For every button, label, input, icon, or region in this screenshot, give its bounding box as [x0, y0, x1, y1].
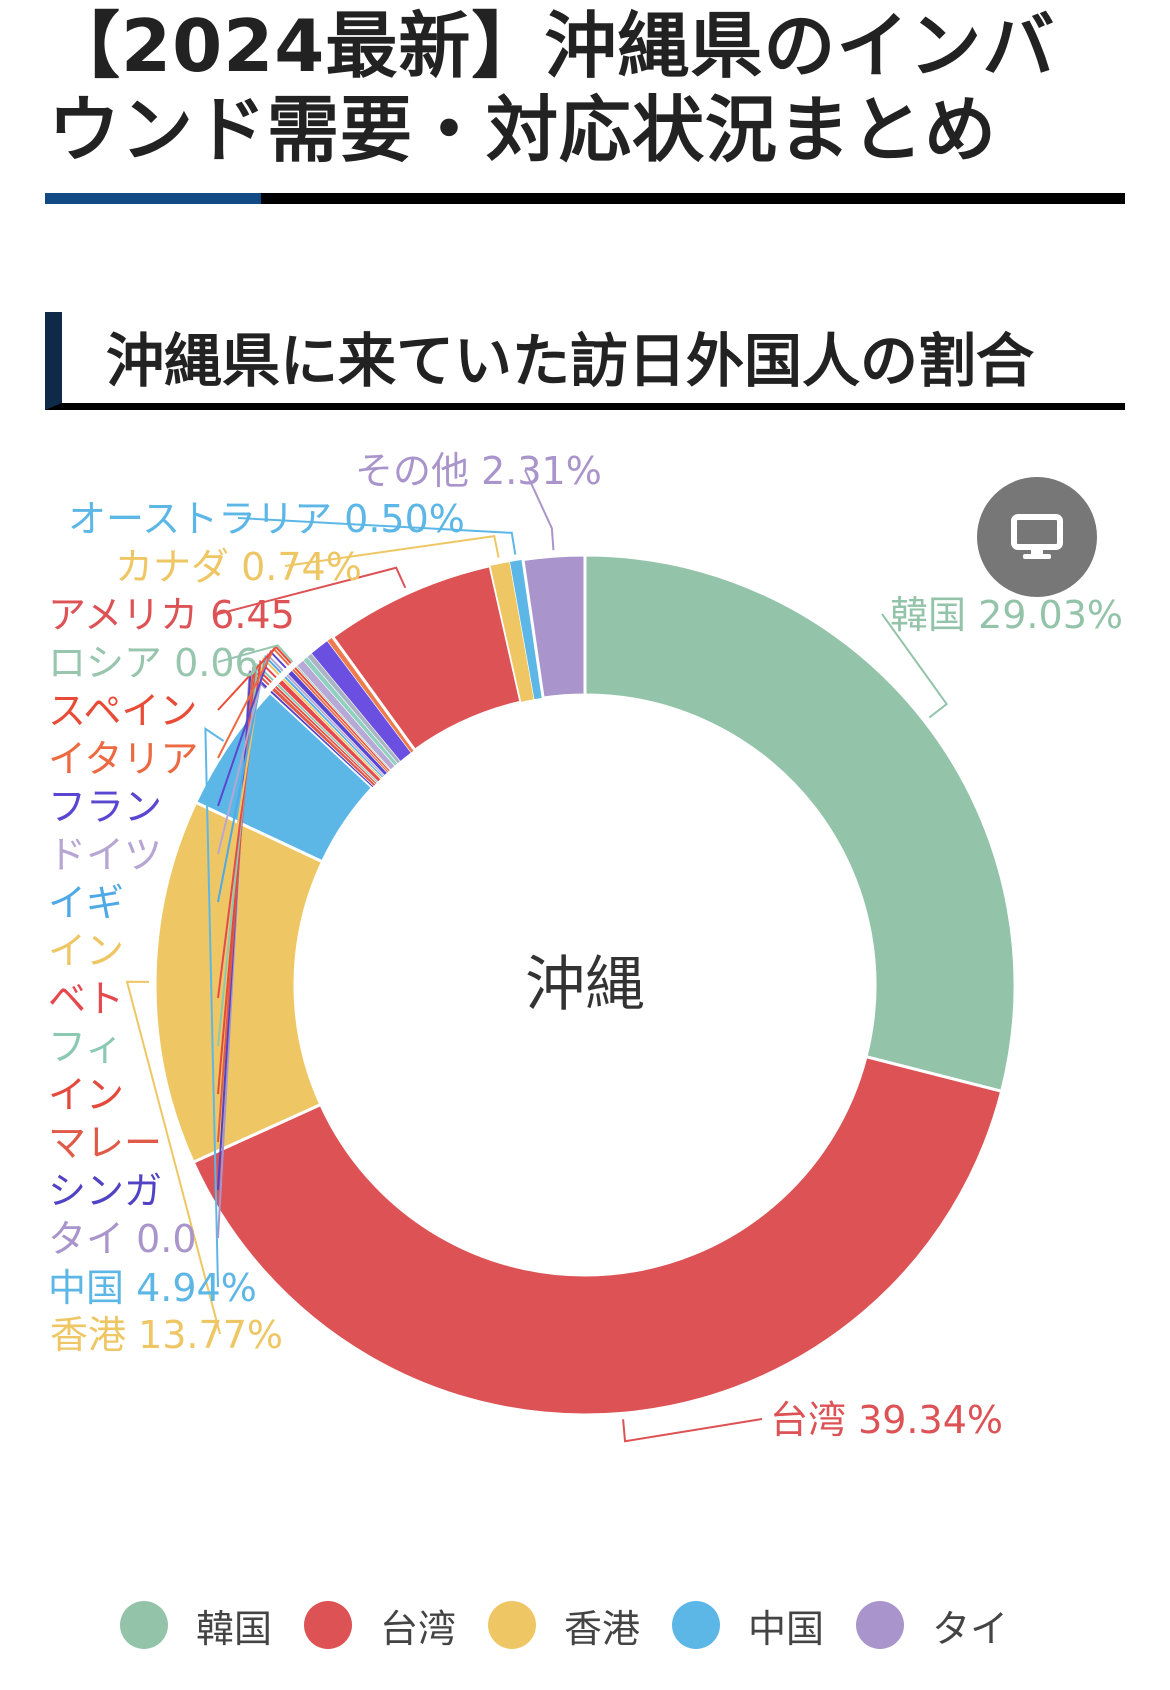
legend-item[interactable]: 香港: [488, 1598, 640, 1653]
leader-line: [284, 534, 500, 567]
legend-swatch: [672, 1601, 721, 1649]
leader-line: [125, 980, 221, 1335]
donut-slice[interactable]: [583, 553, 1017, 1094]
donut-slices: [153, 553, 1017, 1417]
donut-slice[interactable]: [191, 1054, 1004, 1417]
legend-swatch: [304, 1601, 353, 1649]
slice-label: ロシア 0.06: [48, 641, 259, 685]
slice-label: ベト: [48, 977, 124, 1021]
slice-label: スペイン: [48, 689, 197, 733]
leader-line: [217, 645, 292, 711]
chart-legend: 韓国 台湾 香港 中国 タイ: [120, 1595, 1040, 1655]
donut-slice[interactable]: [521, 553, 587, 700]
slice-label: イン: [48, 929, 124, 973]
leader-line: [217, 659, 277, 999]
legend-label: 中国: [748, 1606, 825, 1651]
slice-label: 中国 4.94%: [48, 1266, 257, 1310]
legend-swatch: [856, 1601, 905, 1649]
title-underline: [45, 193, 1125, 204]
leader-line: [204, 726, 225, 1288]
legend-label: 香港: [564, 1606, 641, 1651]
leader-line: [217, 654, 282, 903]
legend-label: タイ: [932, 1606, 1009, 1651]
slice-label: イタリア: [48, 737, 198, 781]
legend-label: 台湾: [380, 1606, 457, 1651]
legend-label: 韓国: [196, 1606, 273, 1651]
slice-labels: 韓国 29.03% 台湾 39.34% 香港 13.77%中国 4.94% タイ 0.…: [48, 449, 1123, 1443]
legend-item[interactable]: 台湾: [304, 1598, 456, 1653]
section-heading: 沖縄県に来ていた訪日外国人の割合: [45, 312, 1125, 410]
leader-line: [217, 566, 407, 615]
leader-line: [237, 517, 517, 555]
slice-label: アメリカ 6.45: [48, 593, 295, 637]
display-mode-button[interactable]: [977, 477, 1097, 597]
leader-line: [524, 469, 555, 551]
slice-label: イギ: [48, 881, 124, 925]
slice-label: 台湾 39.34%: [770, 1398, 1003, 1442]
slice-label: ドイツ: [48, 833, 162, 877]
slice-label: シンガ: [48, 1169, 162, 1213]
legend-item[interactable]: 韓国: [120, 1598, 272, 1653]
slice-label: 韓国 29.03%: [890, 593, 1123, 637]
slice-label: フィ: [48, 1025, 123, 1069]
leader-line: [217, 656, 280, 951]
leader-line: [622, 1418, 763, 1443]
title-underline-accent: [45, 193, 261, 204]
slice-label: 香港 13.77%: [50, 1313, 283, 1357]
center-label: 沖縄: [525, 950, 645, 1020]
leader-line: [217, 644, 294, 663]
slice-label: フラン: [48, 785, 162, 829]
legend-item[interactable]: 中国: [672, 1598, 824, 1653]
leader-line: [881, 613, 949, 719]
slice-label: その他 2.31%: [355, 449, 602, 493]
monitor-icon: [1011, 514, 1063, 559]
slice-label: イン: [48, 1073, 124, 1117]
leader-line: [217, 667, 270, 1143]
leader-line: [217, 662, 274, 1047]
legend-swatch: [488, 1601, 537, 1649]
leader-line: [217, 664, 272, 1095]
legend-item[interactable]: タイ: [856, 1598, 1008, 1653]
section-heading-text: 沖縄県に来ていた訪日外国人の割合: [106, 327, 1035, 395]
legend-swatch: [120, 1601, 168, 1649]
page-title: 【2024最新】沖縄県のインバウンド需要・対応状況まとめ: [48, 4, 1056, 172]
donut-chart: 韓国 29.03% 台湾 39.34% 香港 13.77%中国 4.94% タイ 0.…: [48, 449, 1123, 1443]
slice-label: マレー: [48, 1121, 162, 1165]
slice-label: カナダ 0.74%: [115, 545, 362, 589]
slice-label: オーストラリア 0.50%: [68, 497, 465, 541]
slice-label: タイ 0.0: [48, 1217, 197, 1261]
